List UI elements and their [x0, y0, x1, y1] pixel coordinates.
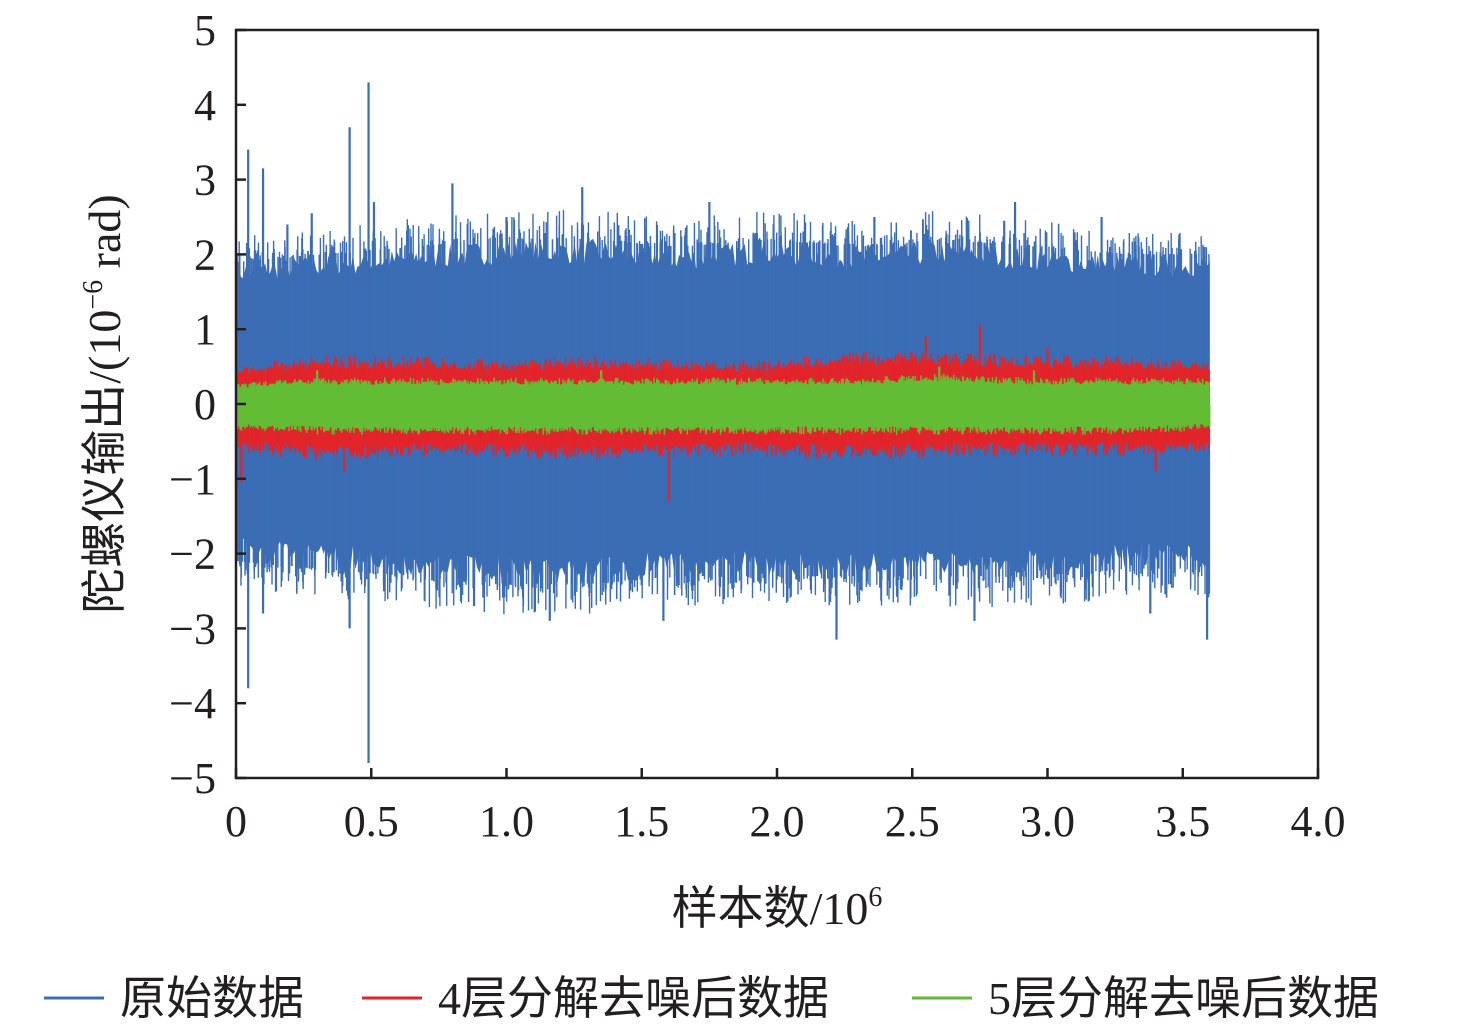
series-noise-level5	[235, 373, 1211, 435]
y-tick-label: −3	[169, 604, 216, 653]
plot-data-layer	[235, 82, 1211, 764]
x-axis-title-main: 样本数/10	[672, 883, 869, 934]
y-tick-label: −5	[169, 754, 216, 803]
x-tick-label: 0.5	[344, 797, 399, 846]
series-level5	[235, 366, 1211, 435]
y-tick-label: −4	[169, 679, 216, 728]
legend-label-level5: 5层分解去噪后数据	[988, 973, 1379, 1024]
y-tick-label: 3	[194, 156, 216, 205]
x-tick-label: 1.0	[479, 797, 534, 846]
y-tick-label: 5	[194, 6, 216, 55]
legend: 原始数据 4层分解去噪后数据 5层分解去噪后数据	[44, 973, 1379, 1024]
legend-item-level5: 5层分解去噪后数据	[912, 973, 1379, 1024]
x-tick-label: 0	[225, 797, 247, 846]
x-tick-label: 3.5	[1155, 797, 1210, 846]
y-axis-title-main: 陀螺仪输出/(10	[79, 310, 130, 614]
y-tick-label: −2	[169, 530, 216, 579]
y-tick-label: 0	[194, 380, 216, 429]
y-tick-label: 4	[194, 81, 216, 130]
y-axis-title-sup: −6	[78, 280, 109, 310]
y-tick-label: 2	[194, 230, 216, 279]
y-axis-title-tail: rad)	[79, 194, 130, 280]
legend-item-level4: 4层分解去噪后数据	[362, 973, 829, 1024]
x-tick-label: 2.0	[750, 797, 805, 846]
x-tick-label: 1.5	[614, 797, 669, 846]
x-tick-label: 3.0	[1020, 797, 1075, 846]
series-noise-raw	[236, 209, 1211, 615]
legend-label-raw: 原始数据	[120, 973, 304, 1024]
legend-item-raw: 原始数据	[44, 973, 304, 1024]
y-axis-title: 陀螺仪输出/(10−6 rad)	[78, 194, 130, 613]
x-tick-label: 4.0	[1291, 797, 1346, 846]
x-axis-title-sup: 6	[868, 882, 882, 913]
x-axis-ticks: 0 0.5 1.0 1.5 2.0 2.5 3.0 3.5 4.0	[225, 768, 1346, 846]
x-axis-title: 样本数/106	[672, 882, 883, 934]
x-tick-label: 2.5	[885, 797, 940, 846]
y-axis-ticks: −5 −4 −3 −2 −1 0 1 2 3 4 5	[169, 6, 246, 803]
y-tick-label: 1	[194, 305, 216, 354]
legend-label-level4: 4层分解去噪后数据	[438, 973, 829, 1024]
y-tick-label: −1	[169, 455, 216, 504]
